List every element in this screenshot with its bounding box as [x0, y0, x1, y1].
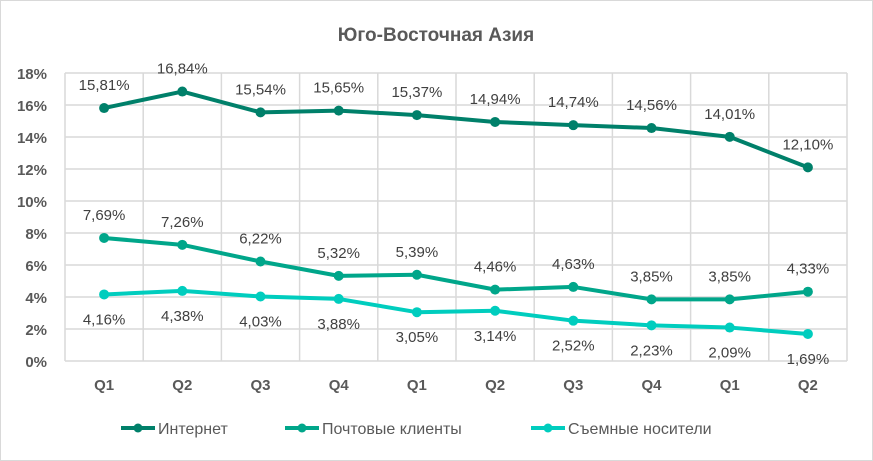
- data-label: 2,09%: [708, 345, 751, 362]
- x-tick-label: Q2: [485, 377, 505, 394]
- legend-item: Съемные носители: [531, 421, 712, 438]
- data-point: [333, 293, 344, 304]
- data-label: 15,54%: [235, 81, 286, 98]
- data-point: [411, 269, 422, 280]
- data-label: 2,52%: [552, 338, 595, 355]
- y-tick-label: 12%: [17, 162, 47, 179]
- series-line: [103, 89, 809, 170]
- x-tick-label: Q1: [720, 377, 740, 394]
- data-label: 2,23%: [630, 342, 673, 359]
- legend-item: Почтовые клиенты: [285, 421, 462, 438]
- x-tick-label: Q4: [329, 377, 350, 394]
- y-tick-label: 0%: [25, 354, 47, 371]
- data-point: [255, 291, 266, 302]
- data-label: 4,16%: [83, 311, 126, 328]
- data-label: 3,14%: [474, 328, 517, 345]
- data-point: [646, 320, 657, 331]
- data-point: [411, 307, 422, 318]
- data-label: 14,94%: [470, 91, 521, 108]
- data-point: [802, 162, 813, 173]
- data-label: 14,56%: [626, 97, 677, 114]
- data-point: [99, 103, 110, 114]
- data-point: [99, 232, 110, 243]
- series-line: [103, 235, 809, 302]
- data-label: 3,85%: [708, 268, 751, 285]
- x-tick-label: Q2: [798, 377, 818, 394]
- data-label: 15,81%: [79, 77, 130, 94]
- data-label: 3,05%: [396, 329, 439, 346]
- data-label: 6,22%: [239, 230, 282, 247]
- data-label: 1,69%: [787, 351, 830, 368]
- data-point: [333, 105, 344, 116]
- data-point: [333, 270, 344, 281]
- data-point: [177, 86, 188, 97]
- data-label: 4,46%: [474, 259, 517, 276]
- y-tick-label: 8%: [25, 226, 47, 243]
- legend-marker-icon: [133, 423, 143, 433]
- x-tick-label: Q3: [563, 377, 583, 394]
- data-point: [802, 328, 813, 339]
- y-tick-label: 6%: [25, 258, 47, 275]
- data-label: 4,33%: [787, 261, 830, 278]
- legend-marker-icon: [543, 423, 553, 433]
- data-point: [255, 256, 266, 267]
- data-point: [724, 322, 735, 333]
- data-point: [724, 131, 735, 142]
- y-tick-label: 4%: [25, 290, 47, 307]
- data-point: [802, 286, 813, 297]
- data-label: 15,65%: [313, 80, 364, 97]
- y-tick-label: 10%: [17, 194, 47, 211]
- legend-label: Интернет: [158, 421, 228, 438]
- data-point: [177, 285, 188, 296]
- data-point: [255, 107, 266, 118]
- data-label: 12,10%: [782, 136, 833, 153]
- data-point: [724, 294, 735, 305]
- data-label: 4,38%: [161, 308, 204, 325]
- data-point: [490, 284, 501, 295]
- series-line: [104, 288, 809, 336]
- chart-title: Юго-Восточная Азия: [338, 25, 534, 46]
- data-label: 14,74%: [548, 94, 599, 111]
- data-point: [490, 116, 501, 127]
- y-tick-label: 16%: [17, 98, 47, 115]
- x-tick-label: Q3: [250, 377, 270, 394]
- legend-item: Интернет: [121, 421, 228, 438]
- x-tick-label: Q4: [641, 377, 662, 394]
- legend-label: Почтовые клиенты: [322, 421, 462, 438]
- data-label: 14,01%: [704, 106, 755, 123]
- data-point: [177, 239, 188, 250]
- y-tick-label: 2%: [25, 322, 47, 339]
- data-point: [646, 294, 657, 305]
- data-point: [490, 305, 501, 316]
- data-label: 7,69%: [83, 207, 126, 224]
- data-label: 5,39%: [396, 244, 439, 261]
- data-point: [411, 110, 422, 121]
- y-tick-label: 18%: [17, 66, 47, 83]
- data-point: [568, 281, 579, 292]
- x-tick-label: Q2: [172, 377, 192, 394]
- data-label: 16,84%: [157, 61, 208, 78]
- legend-label: Съемные носители: [568, 421, 712, 438]
- legend-marker-icon: [297, 423, 307, 433]
- data-point: [568, 120, 579, 131]
- data-label: 15,37%: [391, 84, 442, 101]
- x-tick-label: Q1: [94, 377, 114, 394]
- data-point: [646, 123, 657, 134]
- data-point: [568, 315, 579, 326]
- data-label: 3,85%: [630, 268, 673, 285]
- data-label: 4,63%: [552, 256, 595, 273]
- data-label: 4,03%: [239, 314, 282, 331]
- data-point: [99, 289, 110, 300]
- y-tick-label: 14%: [17, 130, 47, 147]
- x-tick-label: Q1: [407, 377, 427, 394]
- data-label: 3,88%: [317, 316, 360, 333]
- data-label: 5,32%: [317, 245, 360, 262]
- data-label: 7,26%: [161, 214, 204, 231]
